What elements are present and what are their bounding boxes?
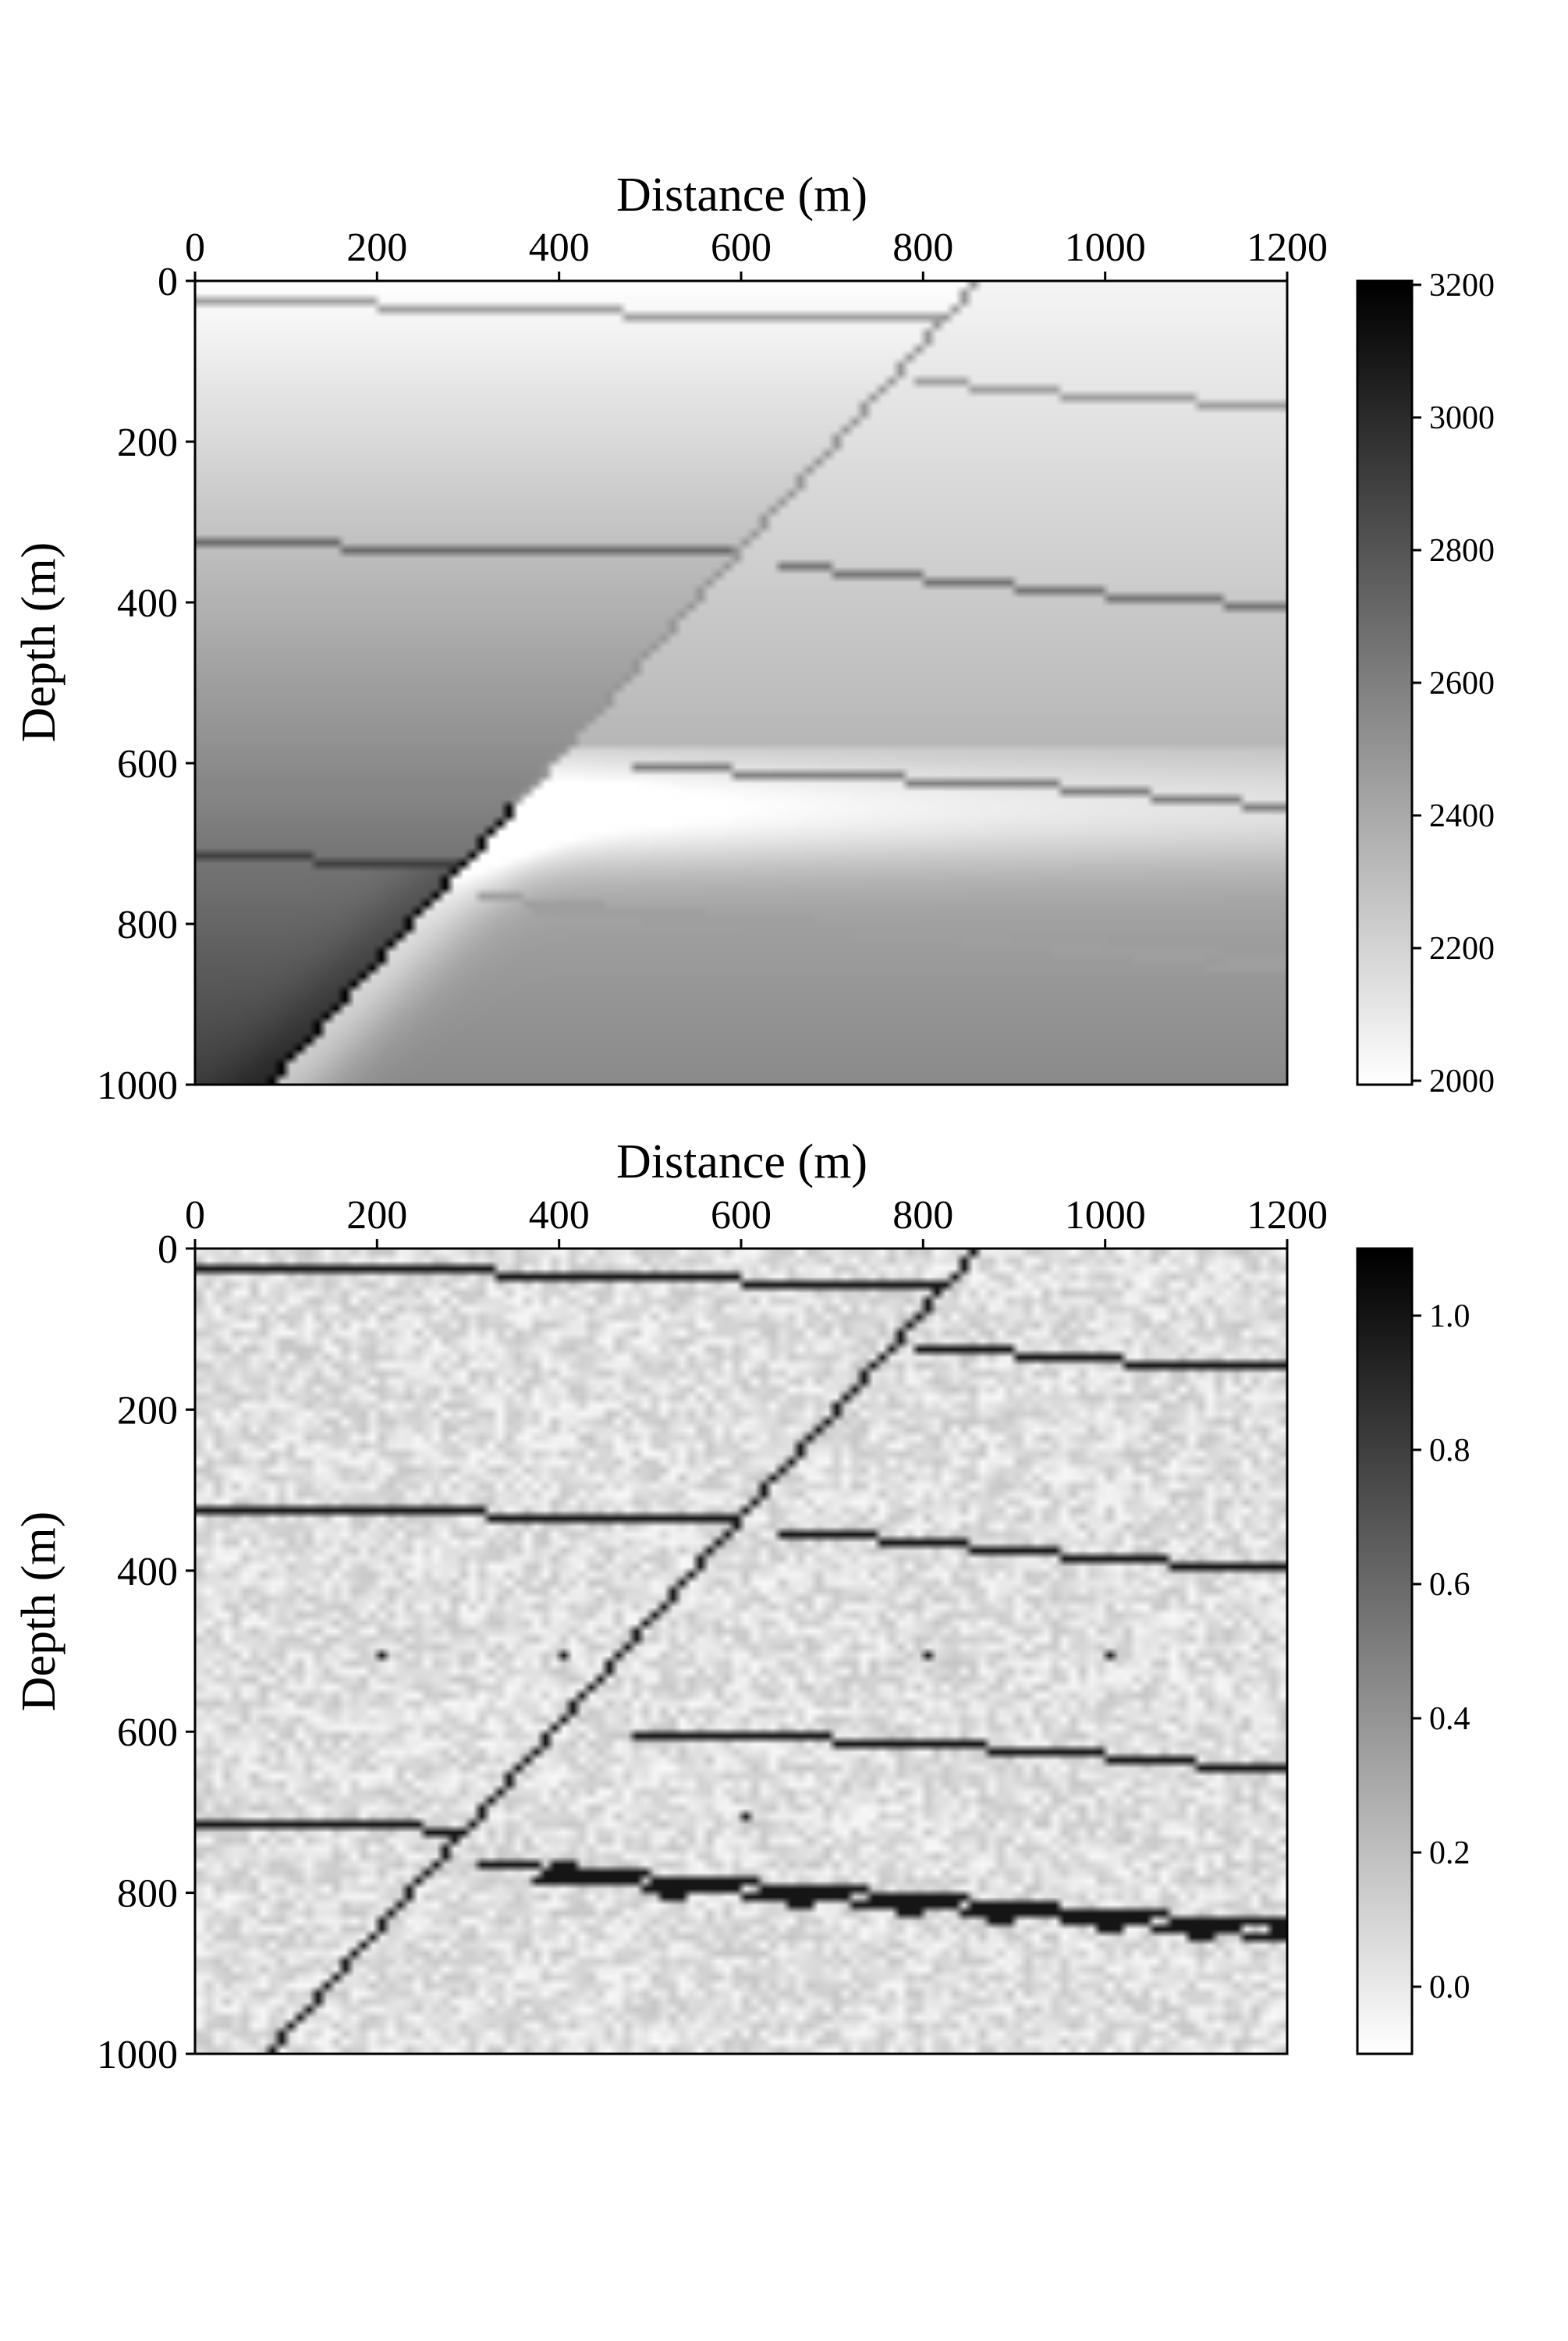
x-tick-label: 1000	[1065, 226, 1146, 270]
colorbar-tick-label: 0.4	[1429, 1701, 1470, 1737]
x-tick-label: 600	[711, 226, 772, 270]
x-ticks: 0 200 400 600 800 1000 1200	[185, 1193, 1328, 1249]
y-tick-label: 600	[117, 1710, 178, 1755]
x-ticks: 0 200 400 600 800 1000 1200	[185, 226, 1328, 281]
colorbar-ticks: 0.0 0.2 0.4 0.6 0.8 1.0	[1412, 1298, 1470, 2005]
x-tick-label: 600	[711, 1193, 772, 1238]
y-tick-label: 0	[158, 1227, 178, 1272]
probability-panel: Distance (m) Depth (m) 0 200 400 600 800…	[12, 1135, 1470, 2077]
colorbar-tick-label: 2800	[1429, 533, 1495, 569]
y-tick-label: 600	[117, 742, 178, 787]
colorbar-tick-label: 0.0	[1429, 1970, 1470, 2005]
x-tick-label: 200	[346, 226, 407, 270]
colorbar-tick-label: 0.2	[1429, 1835, 1470, 1871]
x-tick-label: 400	[529, 1193, 590, 1238]
colorbar-tick-label: 0.8	[1429, 1433, 1470, 1469]
x-tick-label: 1200	[1247, 1193, 1328, 1238]
x-tick-label: 1200	[1247, 226, 1328, 270]
y-tick-label: 400	[117, 581, 178, 626]
colorbar	[1357, 1249, 1412, 2054]
colorbar-tick-label: 0.6	[1429, 1567, 1470, 1603]
y-tick-label: 800	[117, 1872, 178, 1916]
colorbar-tick-label: 1.0	[1429, 1298, 1470, 1334]
x-tick-label: 800	[892, 1193, 953, 1238]
colorbar-tick-label: 2400	[1429, 798, 1495, 834]
colorbar-ticks: 2000 2200 2400 2600 2800 3000 3200	[1412, 268, 1495, 1099]
y-tick-label: 1000	[97, 2033, 178, 2077]
y-tick-label: 0	[158, 260, 178, 304]
colorbar-tick-label: 2200	[1429, 931, 1495, 967]
velocity-heatmap	[195, 281, 1287, 1085]
y-tick-label: 200	[117, 1388, 178, 1433]
y-axis-label: Depth (m)	[12, 542, 66, 743]
y-tick-label: 400	[117, 1550, 178, 1594]
colorbar-tick-label: 3200	[1429, 268, 1495, 304]
x-axis-label: Distance (m)	[616, 1135, 867, 1188]
x-axis-label: Distance (m)	[616, 169, 867, 222]
y-tick-label: 200	[117, 421, 178, 465]
colorbar-frame	[1356, 1247, 1414, 2055]
x-tick-label: 1000	[1065, 1193, 1146, 1238]
x-tick-label: 0	[185, 1193, 205, 1238]
y-ticks: 0 200 400 600 800 1000	[97, 1227, 195, 2077]
colorbar-tick-label: 2600	[1429, 666, 1495, 702]
colorbar	[1357, 281, 1412, 1085]
colorbar-tick-label: 2000	[1429, 1064, 1495, 1099]
y-axis-label: Depth (m)	[12, 1512, 66, 1712]
x-tick-label: 400	[529, 226, 590, 270]
x-tick-label: 0	[185, 226, 205, 270]
velocity-panel: Distance (m) Depth (m) 0 200 400 600 800…	[12, 169, 1495, 1108]
x-tick-label: 200	[346, 1193, 407, 1238]
y-ticks: 0 200 400 600 800 1000	[97, 260, 195, 1108]
colorbar-tick-label: 3000	[1429, 400, 1495, 436]
x-tick-label: 800	[892, 226, 953, 270]
y-tick-label: 1000	[97, 1064, 178, 1108]
y-tick-label: 800	[117, 903, 178, 947]
probability-heatmap	[195, 1249, 1287, 2054]
